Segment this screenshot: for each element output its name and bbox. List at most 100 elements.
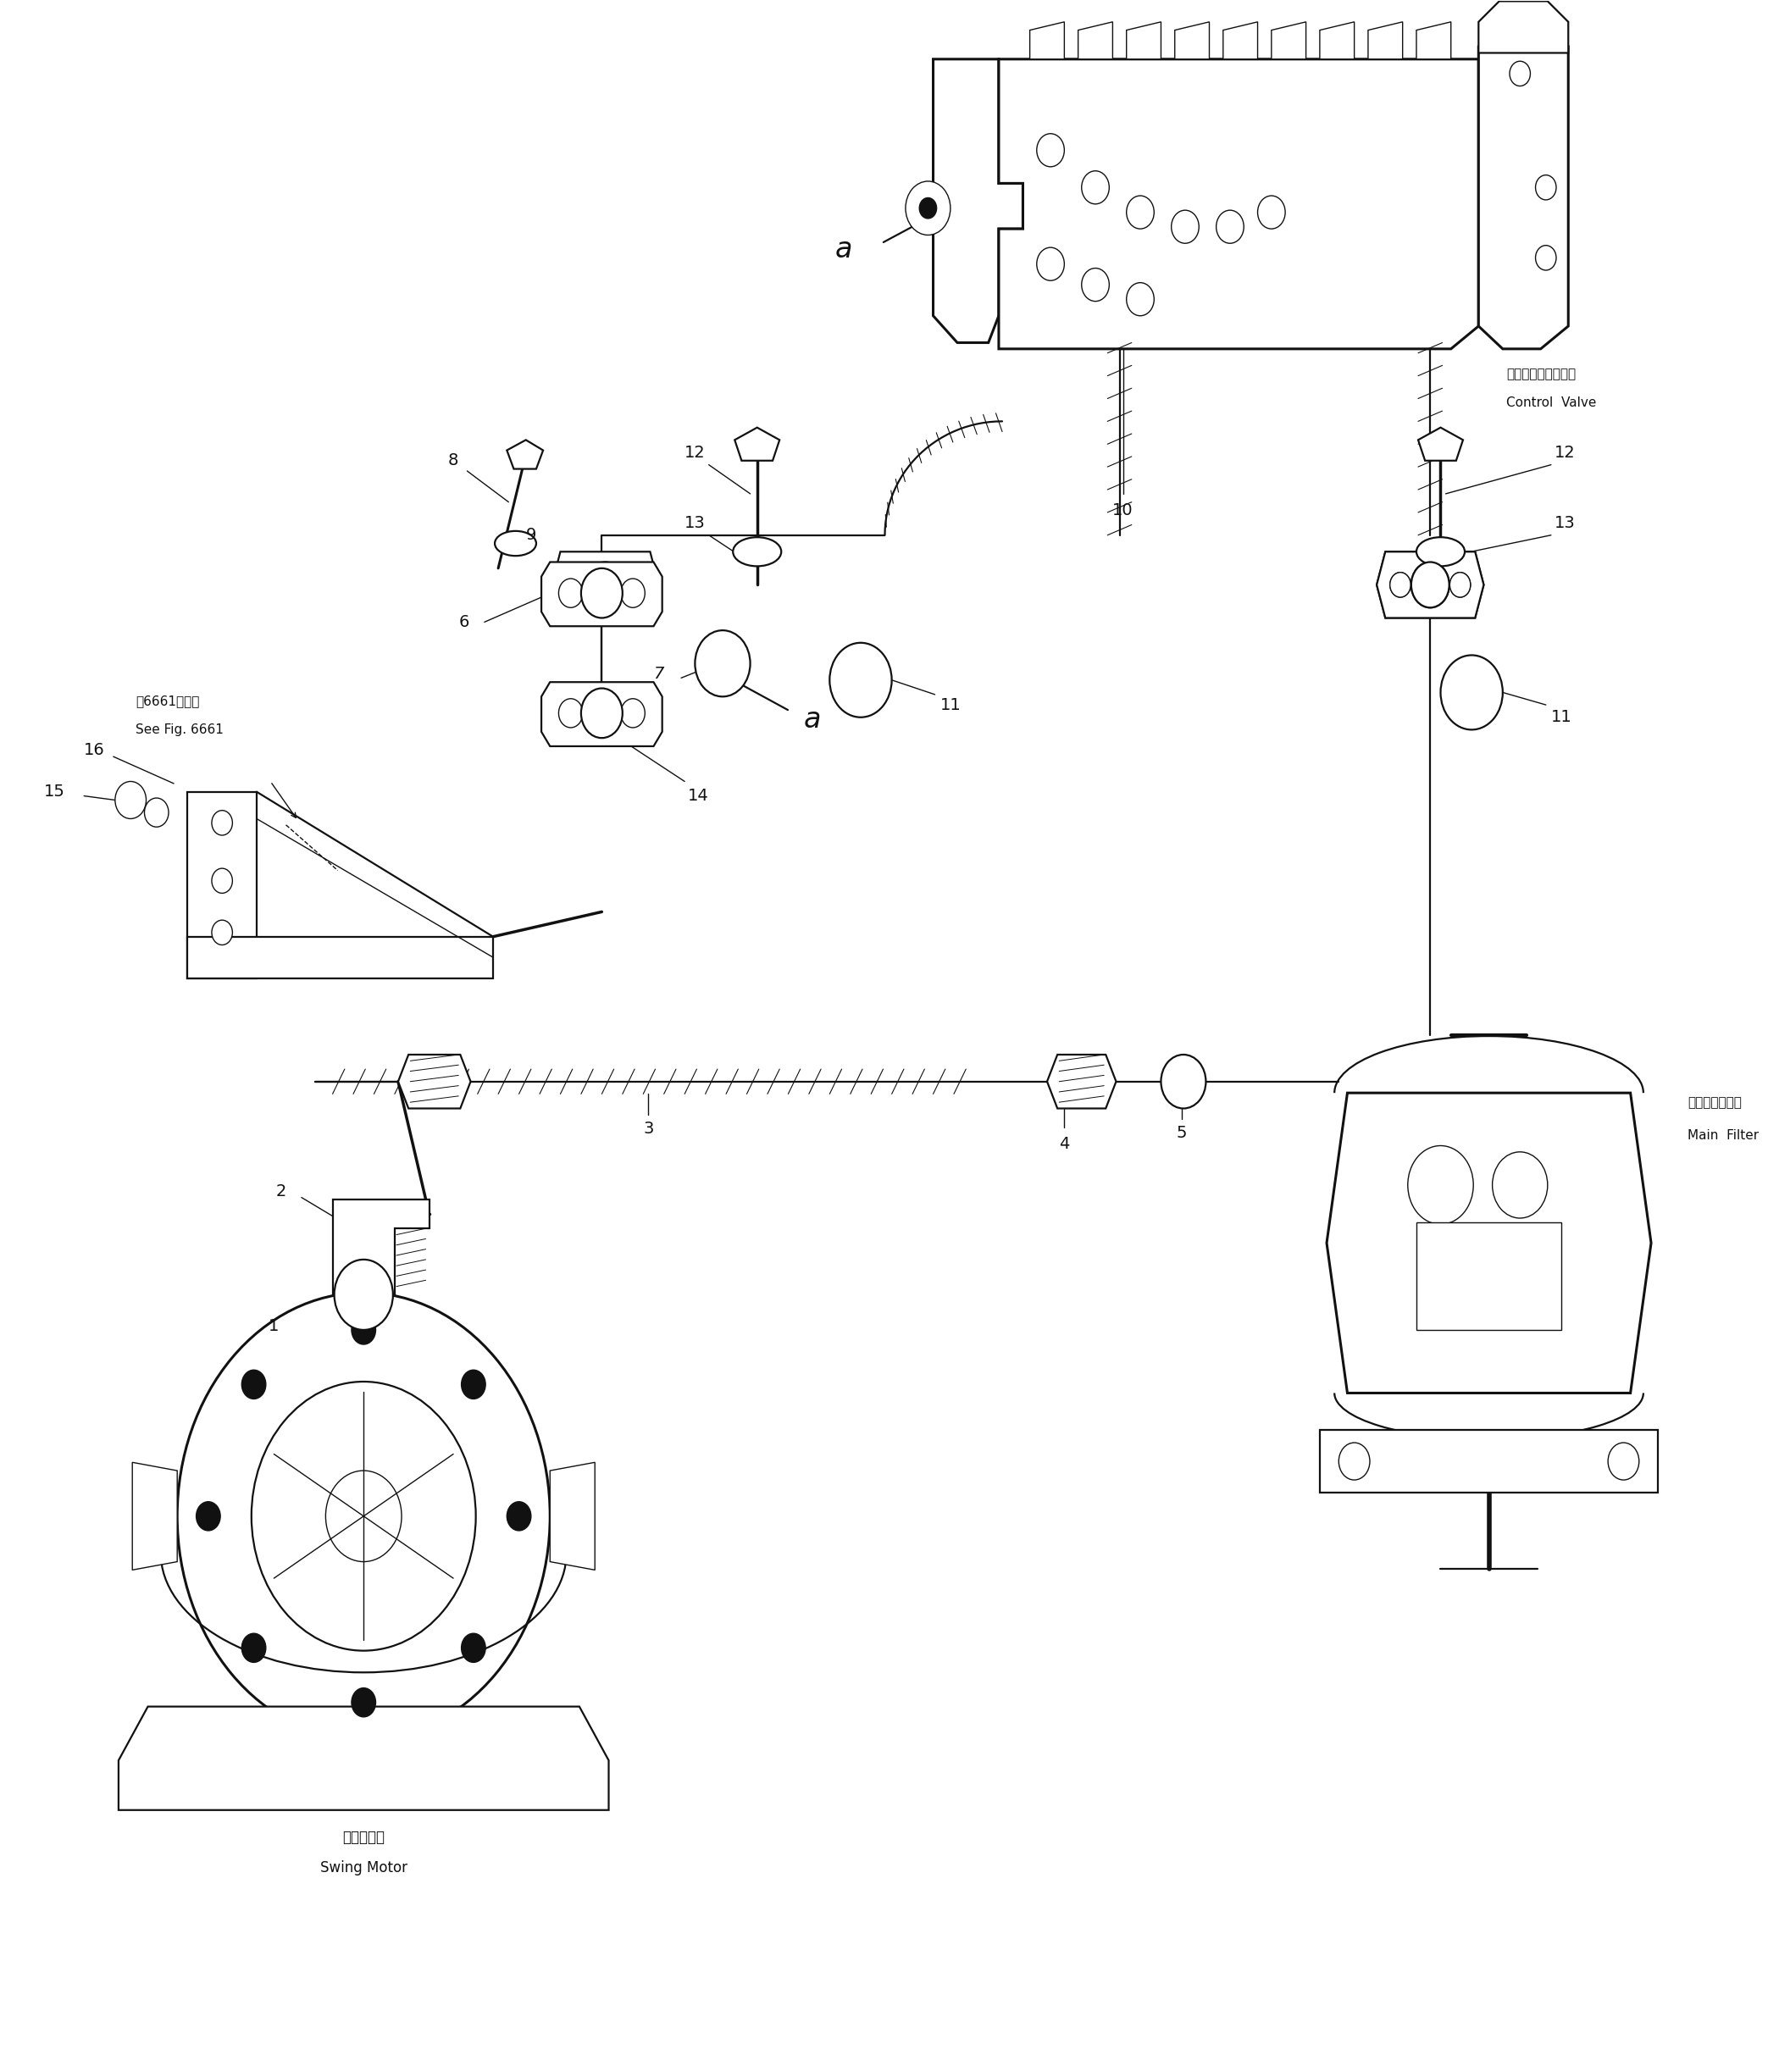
Text: 11: 11 [941, 696, 962, 713]
Circle shape [1607, 1442, 1639, 1479]
Polygon shape [187, 792, 256, 978]
Text: 7: 7 [654, 665, 665, 682]
Text: Main  Filter: Main Filter [1687, 1129, 1759, 1142]
Circle shape [695, 630, 750, 696]
Circle shape [461, 1633, 486, 1662]
Text: 旋回モータ: 旋回モータ [343, 1830, 385, 1844]
Polygon shape [1271, 23, 1307, 60]
Circle shape [461, 1370, 486, 1399]
Text: 14: 14 [688, 787, 709, 804]
Polygon shape [1377, 551, 1483, 617]
Circle shape [145, 798, 168, 827]
Circle shape [1216, 209, 1245, 242]
Polygon shape [1126, 23, 1162, 60]
Polygon shape [1478, 48, 1568, 348]
Text: 6: 6 [458, 613, 469, 630]
Circle shape [1510, 62, 1531, 87]
Circle shape [582, 568, 622, 617]
Polygon shape [1047, 1055, 1116, 1109]
Text: 12: 12 [1554, 443, 1575, 460]
Circle shape [242, 1633, 265, 1662]
Polygon shape [541, 562, 663, 626]
Polygon shape [550, 1463, 594, 1571]
Polygon shape [1326, 1092, 1651, 1392]
Circle shape [507, 1502, 530, 1531]
Circle shape [1535, 244, 1556, 269]
Circle shape [1450, 572, 1471, 597]
Polygon shape [1368, 23, 1402, 60]
Ellipse shape [1416, 537, 1464, 566]
Circle shape [1390, 572, 1411, 597]
Text: 2: 2 [276, 1183, 286, 1200]
Circle shape [212, 920, 232, 945]
Text: メインフィルタ: メインフィルタ [1687, 1096, 1741, 1109]
Circle shape [242, 1370, 265, 1399]
Circle shape [587, 562, 624, 607]
Polygon shape [999, 60, 1478, 348]
Text: 9: 9 [525, 526, 536, 543]
Circle shape [334, 1260, 392, 1330]
Text: コントロールバルブ: コントロールバルブ [1506, 367, 1575, 379]
Polygon shape [398, 1055, 470, 1109]
Polygon shape [332, 1200, 430, 1295]
Circle shape [251, 1382, 476, 1651]
Text: 5: 5 [1176, 1125, 1186, 1142]
Polygon shape [507, 439, 543, 468]
Circle shape [1257, 195, 1285, 228]
Circle shape [212, 868, 232, 893]
Circle shape [1172, 209, 1199, 242]
Circle shape [1450, 572, 1471, 597]
Text: 4: 4 [1059, 1135, 1070, 1152]
Text: Swing Motor: Swing Motor [320, 1861, 407, 1875]
Text: 12: 12 [684, 443, 705, 460]
Polygon shape [1319, 23, 1354, 60]
Circle shape [1441, 655, 1503, 729]
Polygon shape [1223, 23, 1257, 60]
Circle shape [624, 572, 645, 597]
Circle shape [1535, 174, 1556, 199]
Polygon shape [1078, 23, 1112, 60]
Polygon shape [1319, 1430, 1658, 1492]
Polygon shape [934, 60, 1024, 342]
Polygon shape [133, 1463, 177, 1571]
Polygon shape [1377, 551, 1483, 617]
Circle shape [177, 1293, 550, 1740]
Ellipse shape [495, 530, 536, 555]
Circle shape [1126, 282, 1155, 315]
Circle shape [1411, 562, 1450, 607]
Circle shape [559, 698, 583, 727]
Circle shape [196, 1502, 221, 1531]
Circle shape [566, 572, 585, 597]
Circle shape [1162, 1055, 1206, 1109]
Circle shape [352, 1316, 375, 1345]
Text: See Fig. 6661: See Fig. 6661 [136, 723, 225, 736]
Circle shape [352, 1689, 375, 1718]
Polygon shape [187, 937, 493, 978]
Text: Control  Valve: Control Valve [1506, 396, 1597, 408]
Circle shape [1082, 267, 1109, 300]
Circle shape [621, 578, 645, 607]
Circle shape [621, 698, 645, 727]
Polygon shape [735, 427, 780, 460]
Text: 13: 13 [684, 514, 705, 530]
Polygon shape [118, 1707, 608, 1811]
Text: 13: 13 [1554, 514, 1575, 530]
Polygon shape [1174, 23, 1209, 60]
Text: 第6661図参照: 第6661図参照 [136, 694, 200, 707]
Text: 8: 8 [447, 452, 458, 468]
Text: 3: 3 [644, 1121, 654, 1138]
Text: 15: 15 [44, 783, 65, 800]
Text: 10: 10 [1112, 501, 1133, 518]
Polygon shape [1029, 23, 1064, 60]
Text: a: a [804, 704, 820, 733]
Polygon shape [1416, 23, 1452, 60]
Circle shape [559, 578, 583, 607]
Circle shape [1407, 1146, 1473, 1225]
Ellipse shape [734, 537, 781, 566]
Circle shape [1338, 1442, 1370, 1479]
Circle shape [1036, 247, 1064, 280]
Circle shape [1411, 562, 1450, 607]
Circle shape [582, 688, 622, 738]
Polygon shape [1418, 427, 1462, 460]
Circle shape [212, 810, 232, 835]
